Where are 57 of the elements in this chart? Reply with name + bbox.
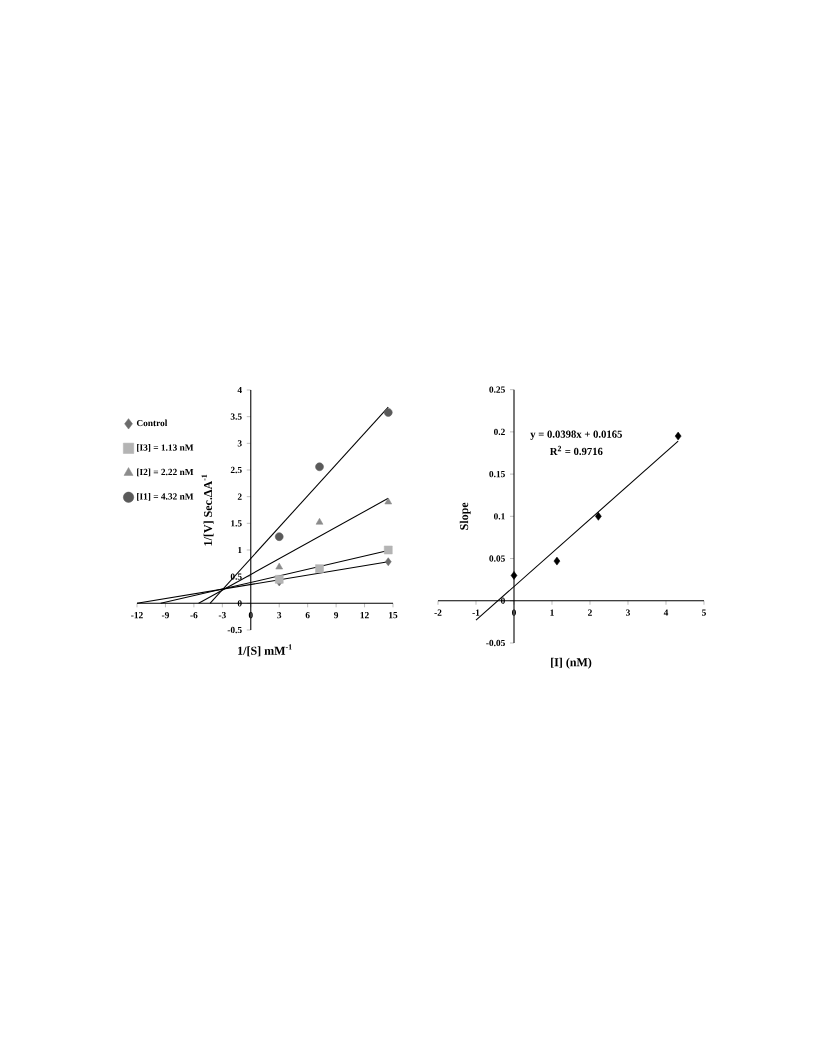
point: [315, 517, 324, 525]
x-tick-label: -12: [131, 612, 143, 619]
y-axis-title: 1/[V] Sec.ΔA$^{-1}$: [201, 474, 214, 546]
point: [384, 497, 392, 505]
x-tick-label: -9: [161, 612, 169, 619]
x-tick-label: 15: [389, 612, 398, 619]
x-tick-label: 5: [702, 609, 706, 616]
point: [383, 408, 393, 417]
legend-label: [I1] = 4.32 nM: [137, 493, 194, 501]
x-tick-label: 3: [626, 609, 631, 616]
point: [275, 562, 283, 570]
x-axis-title: [I] (nM): [551, 657, 592, 669]
legend-label: [I2] = 2.22 nM: [137, 468, 194, 477]
x-tick-label: 12: [360, 612, 369, 619]
point: [553, 556, 561, 566]
point: [383, 545, 393, 555]
y-tick-label: 0.15: [489, 470, 505, 478]
y-tick-label: 0: [237, 600, 242, 607]
x-tick-label: 3: [277, 612, 282, 619]
x-tick-label: 0: [248, 612, 253, 619]
x-tick-label: -2: [434, 609, 442, 616]
y-tick-label: 2.5: [230, 466, 242, 474]
point: [274, 532, 284, 541]
legend-label: Control: [136, 419, 168, 427]
x-tick-label: 2: [588, 609, 592, 616]
x-axis-title: 1/[S] mM$^{-1}$: [238, 644, 292, 657]
y-tick-label: 0.1: [493, 513, 505, 520]
y-tick-label: 1: [238, 546, 242, 554]
x-tick-label: 4: [663, 609, 669, 616]
point: [674, 431, 682, 441]
point: [595, 512, 602, 521]
x-tick-label: 9: [334, 612, 339, 619]
point: [510, 571, 518, 580]
x-tick-label: -1: [472, 609, 480, 616]
y-tick-label: 0.25: [489, 386, 505, 393]
y-tick-label: 4: [237, 386, 242, 394]
y-tick-label: -0.5: [227, 626, 242, 634]
y-tick-label: 0.05: [489, 555, 505, 562]
point: [315, 462, 324, 472]
x-tick-label: 0: [512, 609, 516, 616]
x-tick-label: -3: [218, 612, 226, 619]
y-tick-label: 0: [500, 597, 505, 604]
x-tick-label: 1: [550, 609, 554, 616]
annotation: R$^{2}$ = 0.9716: [549, 445, 603, 456]
x-tick-label: -6: [190, 612, 198, 619]
y-tick-label: 0.2: [493, 428, 505, 436]
y-tick-label: 2: [237, 493, 242, 500]
y-tick-label: 3: [237, 440, 242, 447]
y-tick-label: 1.5: [231, 520, 242, 527]
x-tick-label: 6: [305, 612, 310, 619]
point: [315, 564, 324, 573]
annotation: y = 0.0398x + 0.0165: [530, 430, 622, 440]
legend-label: [I3] = 1.13 nM: [137, 444, 194, 452]
point: [384, 557, 392, 566]
y-axis-title: Slope: [459, 502, 471, 530]
y-tick-label: 3.5: [230, 413, 242, 420]
y-tick-label: -0.05: [486, 639, 505, 647]
